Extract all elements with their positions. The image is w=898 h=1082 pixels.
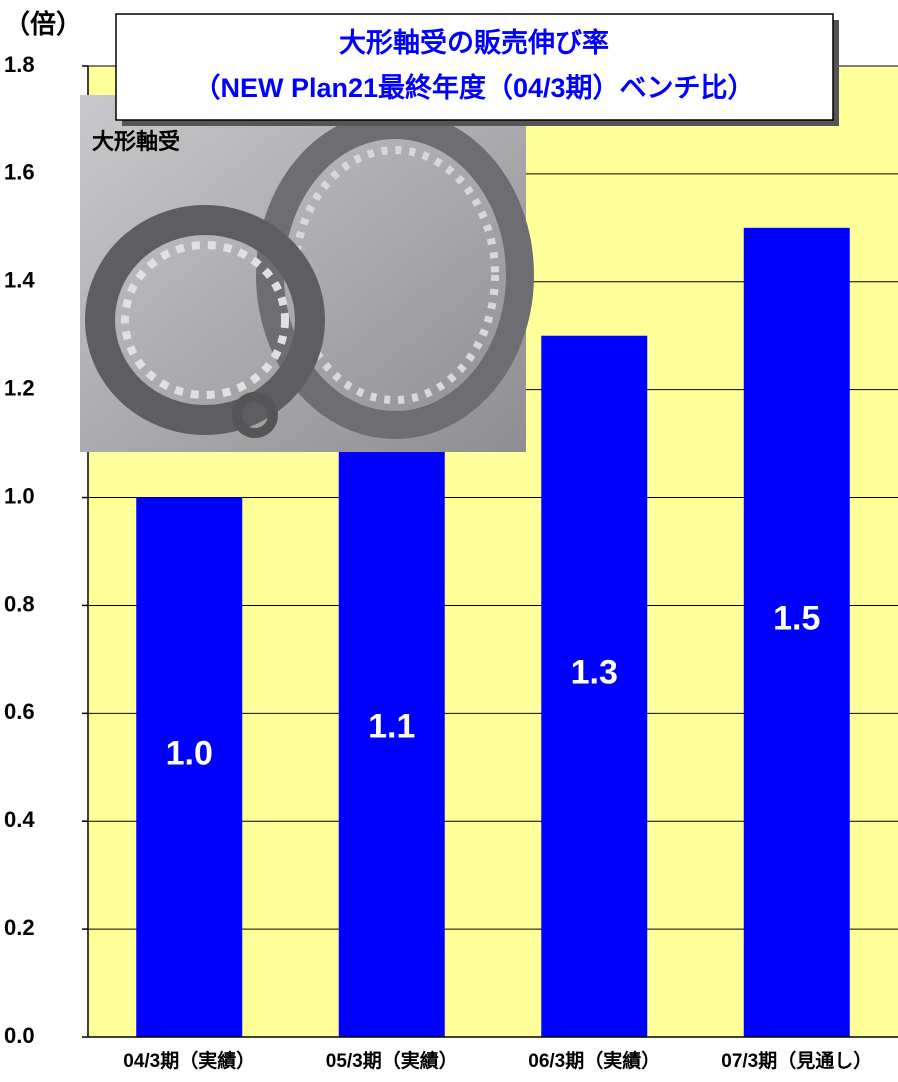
value-label: 1.1 [368, 707, 415, 745]
bars: 1.0 1.1 1.3 1.5 [136, 227, 850, 1038]
y-tick-label: 1.2 [4, 375, 35, 400]
x-tick-label: 04/3期（実績） [123, 1049, 255, 1072]
x-tick-label: 07/3期（見通し） [721, 1049, 872, 1072]
y-tick-label: 1.8 [4, 52, 35, 77]
y-tick-label: 0.6 [4, 699, 35, 724]
photo: 大形軸受 [80, 95, 534, 452]
bearing-ring [85, 205, 325, 435]
y-tick-label: 1.0 [4, 483, 35, 508]
bearing-rollers [121, 241, 289, 399]
y-tick-label: 0.0 [4, 1023, 35, 1048]
value-label: 1.5 [773, 599, 820, 637]
chart-title: 大形軸受の販売伸び率 [339, 27, 609, 58]
y-tick-label: 1.6 [4, 160, 35, 185]
y-tick-label: 0.8 [4, 591, 35, 616]
chart-subtitle: （NEW Plan21最終年度（04/3期）ベンチ比） [193, 72, 754, 103]
bar [338, 443, 445, 1038]
y-axis-label: （倍） [4, 9, 82, 39]
x-tick-label: 05/3期（実績） [326, 1049, 458, 1072]
x-tick-label: 06/3期（実績） [528, 1049, 660, 1072]
y-tick-label: 0.4 [4, 807, 35, 832]
y-tick-label: 0.2 [4, 915, 35, 940]
small-bearing [232, 392, 278, 438]
title-box [115, 13, 834, 121]
bar [136, 497, 243, 1037]
bar [541, 335, 648, 1037]
photo-label: 大形軸受 [92, 129, 180, 154]
value-label: 1.0 [166, 734, 213, 772]
bar [743, 227, 850, 1038]
value-label: 1.3 [571, 653, 618, 691]
y-tick-label: 1.4 [4, 268, 35, 293]
